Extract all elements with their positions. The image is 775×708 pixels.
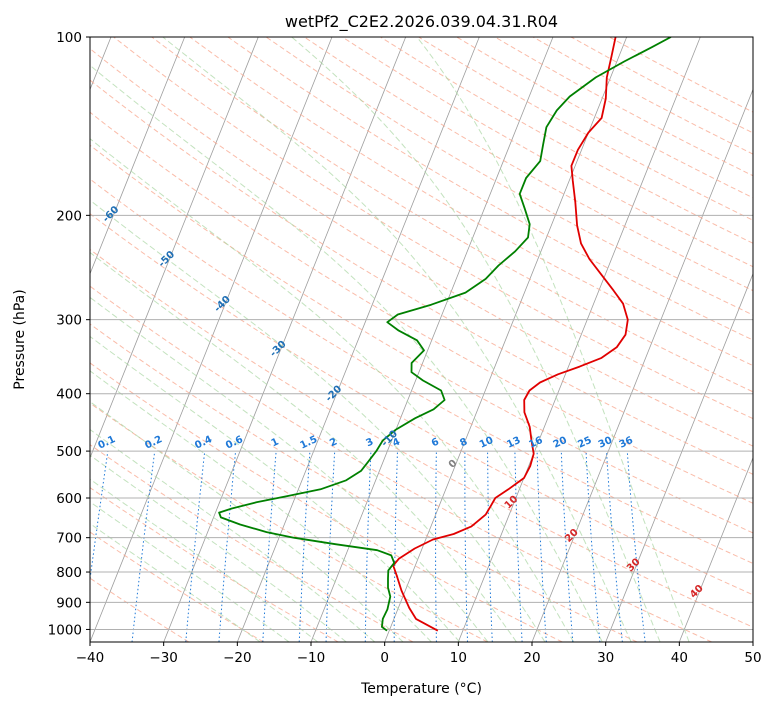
moist-adiabat-line xyxy=(90,501,290,642)
x-axis-label: Temperature (°C) xyxy=(360,681,482,697)
y-tick-label: 100 xyxy=(56,30,82,46)
mixing-ratio-line xyxy=(585,451,601,642)
moist-adiabat-line xyxy=(291,37,661,642)
x-tick-label: 10 xyxy=(450,650,467,666)
dry-adiabat-line xyxy=(90,178,753,565)
mixing-ratio-line xyxy=(606,451,623,642)
mixing-ratio-label: 16 xyxy=(527,435,544,451)
isotherm-line xyxy=(678,456,753,642)
moist-adiabat-line xyxy=(416,37,690,642)
mixing-ratio-label: 8 xyxy=(458,436,469,449)
dry-adiabat-line xyxy=(90,362,563,642)
chart-title: wetPf2_C2E2.2026.039.04.31.R04 xyxy=(285,12,558,32)
x-tick-label: 40 xyxy=(671,650,688,666)
y-tick-label: 900 xyxy=(56,595,82,611)
isotherm-line xyxy=(531,88,753,642)
mixing-ratio-line xyxy=(90,451,109,584)
dry-adiabat-line xyxy=(303,37,753,292)
mixing-ratio-label: 10 xyxy=(478,435,495,451)
y-tick-label: 200 xyxy=(56,208,82,224)
isotherm-line xyxy=(457,37,701,642)
mixing-ratio-line xyxy=(218,451,237,642)
isotherm-line xyxy=(384,37,628,642)
moist-adiabat-line xyxy=(162,37,632,642)
dry-adiabat-line xyxy=(90,111,753,504)
mixing-ratio-line xyxy=(626,451,646,642)
moist-adiabat-line xyxy=(90,522,261,642)
y-axis-ticks: 100 200 300 400 500 600 700 800 900 1000 xyxy=(48,30,90,638)
sounding-profiles xyxy=(218,37,672,632)
dry-adiabat-line xyxy=(265,37,753,316)
y-tick-label: 700 xyxy=(56,531,82,547)
isotherm-line xyxy=(90,37,186,275)
dry-adiabat-line xyxy=(90,79,753,475)
dry-adiabat-line xyxy=(90,285,712,642)
moist-adiabat-line xyxy=(90,428,376,642)
y-tick-label: 500 xyxy=(56,444,82,460)
moist-adiabat-line xyxy=(90,296,489,642)
x-axis-ticks: −40 −30 −20 −10 0 10 20 30 40 50 xyxy=(76,642,762,666)
dewpoint-profile xyxy=(218,37,672,632)
dry-adiabat-line xyxy=(90,323,638,642)
mixing-ratio-line xyxy=(185,451,206,642)
isotherm-line xyxy=(163,37,407,642)
x-tick-label: −30 xyxy=(149,650,178,666)
mixing-ratio-label: 4 xyxy=(391,436,402,449)
dry-adiabat-line xyxy=(90,48,753,447)
x-tick-label: 20 xyxy=(523,650,540,666)
x-tick-label: −20 xyxy=(223,650,252,666)
x-tick-label: −10 xyxy=(297,650,326,666)
moist-adiabat-line xyxy=(90,335,461,642)
dry-adiabat-line xyxy=(90,248,753,628)
y-tick-label: 1000 xyxy=(48,622,82,638)
mixing-ratio-label: 2 xyxy=(328,436,339,449)
mixing-ratio-label: 36 xyxy=(618,435,635,451)
moist-adiabat-line xyxy=(90,199,546,642)
mixing-ratio-label: 1 xyxy=(270,436,281,449)
y-tick-label: 800 xyxy=(56,565,82,581)
y-tick-label: 600 xyxy=(56,491,82,507)
y-axis-label: Pressure (hPa) xyxy=(12,289,28,389)
temperature-profile xyxy=(392,37,629,632)
dry-adiabat-line xyxy=(189,37,753,367)
x-tick-label: −40 xyxy=(76,650,105,666)
mixing-ratio-line xyxy=(131,451,156,642)
moist-adiabat-line xyxy=(90,454,347,642)
dry-adiabat-line xyxy=(90,531,264,642)
dry-adiabat-line xyxy=(90,487,339,642)
dry-adiabat-line xyxy=(227,37,753,341)
x-tick-label: 0 xyxy=(380,650,389,666)
y-tick-label: 300 xyxy=(56,313,82,329)
dry-adiabat-line xyxy=(90,402,488,642)
moist-adiabat-line xyxy=(90,370,432,642)
mixing-ratio-label: 20 xyxy=(552,435,569,451)
y-tick-label: 400 xyxy=(56,387,82,403)
pressure-gridlines xyxy=(90,37,753,630)
moist-adiabat-line xyxy=(90,64,603,642)
mixing-ratio-label: 3 xyxy=(364,436,375,449)
isotherm-line xyxy=(605,272,753,642)
background-lines xyxy=(90,37,753,642)
mixing-ratio-label: 25 xyxy=(576,435,593,451)
mixing-ratio-label: 13 xyxy=(505,435,522,451)
plot-frame xyxy=(89,36,754,643)
isotherm-line xyxy=(90,37,259,459)
isotherm-line xyxy=(236,37,480,642)
moist-adiabat-line xyxy=(90,251,517,642)
x-tick-label: 50 xyxy=(744,650,761,666)
dry-adiabat-line xyxy=(90,144,753,534)
x-tick-label: 30 xyxy=(597,650,614,666)
moist-adiabat-line xyxy=(90,401,404,642)
mixing-ratio-label: 6 xyxy=(430,436,441,449)
mixing-ratio-label: 30 xyxy=(597,435,614,451)
dry-adiabat-line xyxy=(90,213,753,596)
isotherm-line xyxy=(90,37,333,642)
